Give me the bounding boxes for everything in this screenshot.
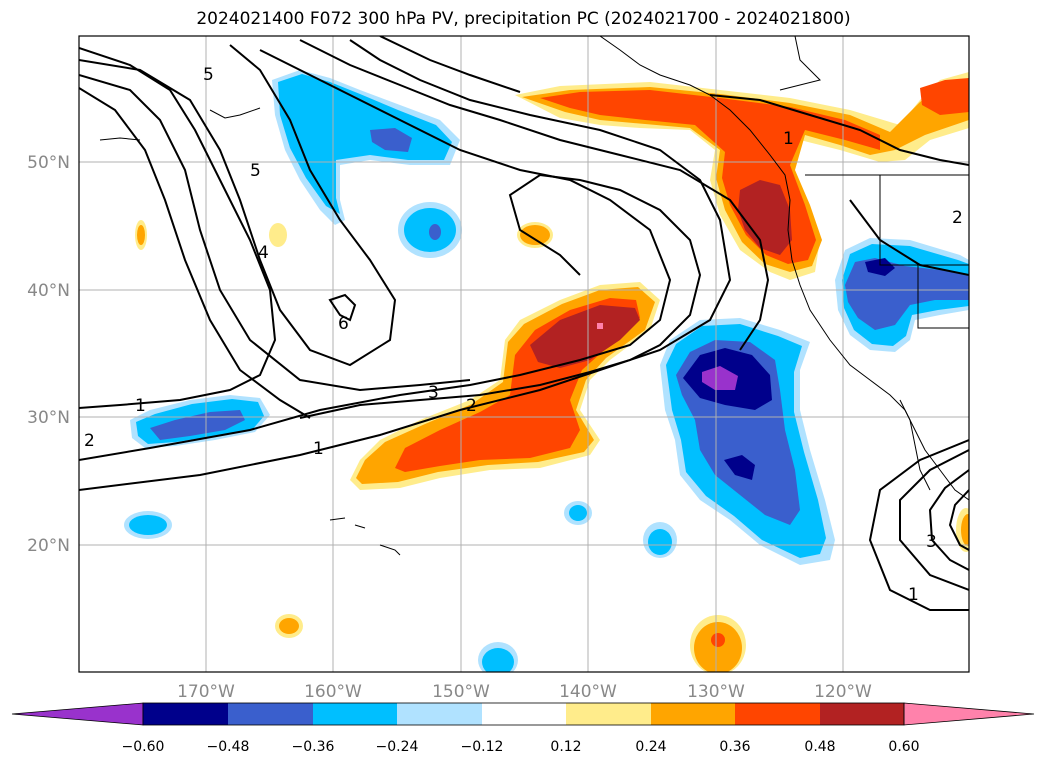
colorbar-tick: −0.48	[207, 739, 250, 755]
graticule	[79, 36, 969, 672]
colorbar-tick: −0.24	[376, 739, 419, 755]
colorbar-tick-labels: −0.60 −0.48 −0.36 −0.24 −0.12 0.12 0.24 …	[122, 739, 920, 755]
colorbar-tick: 0.12	[550, 739, 581, 755]
contour-label: 3	[428, 383, 439, 403]
colorbar-left-extension	[11, 702, 144, 726]
lat-label: 30°N	[27, 408, 70, 428]
colorbar-tick: −0.60	[122, 739, 165, 755]
contour-label: 1	[135, 396, 146, 416]
contour-label: 5	[250, 161, 261, 181]
colorbar-segment	[143, 703, 228, 725]
colorbar-tick: 0.36	[719, 739, 750, 755]
contour-label: 1	[783, 129, 794, 149]
contour-label-group: 5 5 4 6 3 2 1 1 2 1 2 3 1	[84, 65, 963, 605]
colorbar	[11, 702, 1035, 726]
lat-label: 40°N	[27, 281, 70, 301]
colorbar-tick: 0.24	[635, 739, 666, 755]
colorbar-segment	[735, 703, 820, 725]
lat-label: 50°N	[27, 153, 70, 173]
lon-label: 120°W	[814, 682, 872, 702]
colorbar-tick: 0.48	[804, 739, 835, 755]
colorbar-segment	[566, 703, 651, 725]
lon-label: 170°W	[177, 682, 235, 702]
contour-label: 2	[84, 431, 95, 451]
lon-label: 140°W	[559, 682, 617, 702]
contour-label: 1	[908, 585, 919, 605]
contour-label: 3	[926, 532, 937, 552]
colorbar-segment	[313, 703, 397, 725]
colorbar-segment	[820, 703, 904, 725]
colorbar-tick: −0.36	[292, 739, 335, 755]
lat-label: 20°N	[27, 536, 70, 556]
colorbar-tick: 0.60	[888, 739, 919, 755]
lon-label: 160°W	[304, 682, 362, 702]
latitude-labels: 50°N 40°N 30°N 20°N	[27, 153, 70, 556]
pv-contours	[79, 36, 969, 611]
colorbar-segment	[397, 703, 482, 725]
colorbar-tick: −0.12	[461, 739, 504, 755]
colorbar-right-extension	[903, 702, 1035, 726]
contour-label: 5	[203, 65, 214, 85]
contour-label: 4	[258, 243, 269, 263]
contour-label: 1	[313, 439, 324, 459]
colorbar-segment	[651, 703, 735, 725]
contour-label: 6	[338, 314, 349, 334]
colorbar-segment	[228, 703, 313, 725]
precipitation-shading	[124, 70, 969, 672]
contour-label: 2	[466, 396, 477, 416]
map-title: 2024021400 F072 300 hPa PV, precipitatio…	[196, 9, 851, 29]
plot-frame	[78, 35, 970, 673]
colorbar-segment	[482, 703, 566, 725]
contour-label: 2	[952, 208, 963, 228]
lon-label: 150°W	[432, 682, 490, 702]
lon-label: 130°W	[687, 682, 745, 702]
longitude-labels: 170°W 160°W 150°W 140°W 130°W 120°W	[177, 682, 872, 702]
